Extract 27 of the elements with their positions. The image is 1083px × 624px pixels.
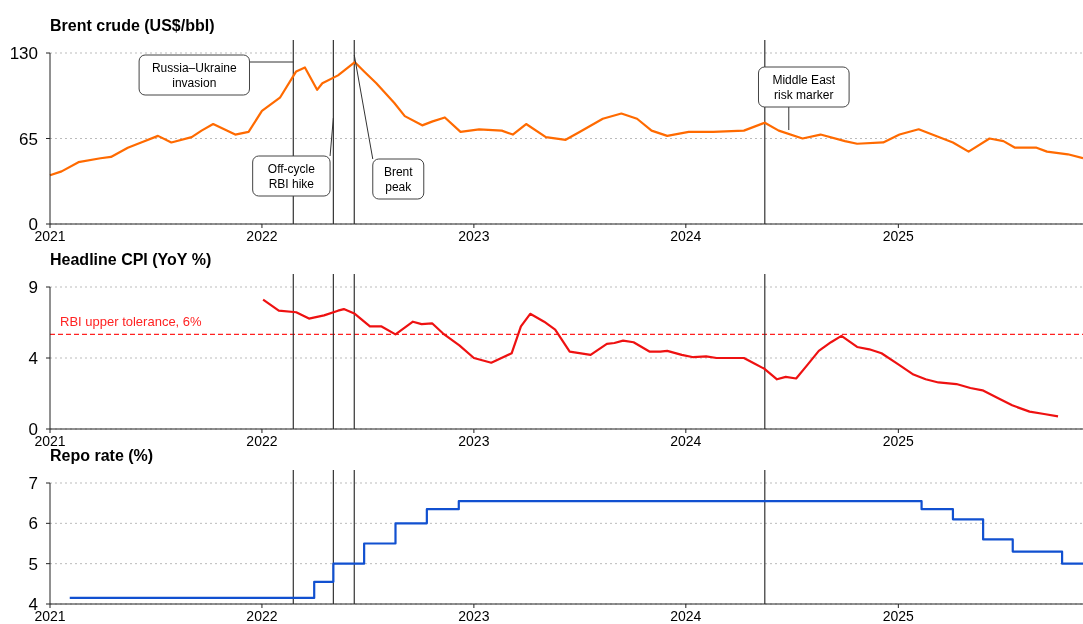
ref-line-label: Russia–Ukraine invasion <box>151 60 237 90</box>
x-tick-label: 2023 <box>458 228 490 244</box>
chart-title: Brent crude (US$/bbl) <box>50 17 215 34</box>
x-tick-label: 2025 <box>882 608 915 624</box>
x-tick-label: 2022 <box>246 608 278 624</box>
x-tick-label: 2024 <box>670 433 702 449</box>
x-tick-label: 2023 <box>458 608 490 624</box>
chart-title: Headline CPI (YoY %) <box>50 251 212 268</box>
x-tick-label: 2025 <box>882 433 915 449</box>
ref-line-label: RBI upper tolerance, 6% <box>60 314 203 330</box>
y-tick-label: 65 <box>19 129 38 149</box>
ref-line-label: Middle East risk marker <box>772 72 836 102</box>
x-tick-label: 2023 <box>458 433 490 449</box>
x-tick-label: 2024 <box>670 608 702 624</box>
x-tick-label: 2022 <box>246 228 278 244</box>
x-tick-label: 2025 <box>882 228 915 244</box>
y-tick-label: 4 <box>28 349 38 368</box>
chart-title: Repo rate (%) <box>50 447 154 464</box>
y-tick-label: 5 <box>28 554 38 574</box>
y-tick-label: 6 <box>28 514 38 534</box>
y-tick-label: 9 <box>28 278 38 297</box>
y-tick-label: 130 <box>9 44 38 63</box>
x-tick-label: 2024 <box>670 228 702 244</box>
y-tick-label: 7 <box>28 474 38 493</box>
ref-line-label: Brent peak <box>383 164 414 194</box>
ref-line-label: Off-cycle RBI hike <box>267 161 316 191</box>
x-tick-label: 2022 <box>246 433 278 449</box>
